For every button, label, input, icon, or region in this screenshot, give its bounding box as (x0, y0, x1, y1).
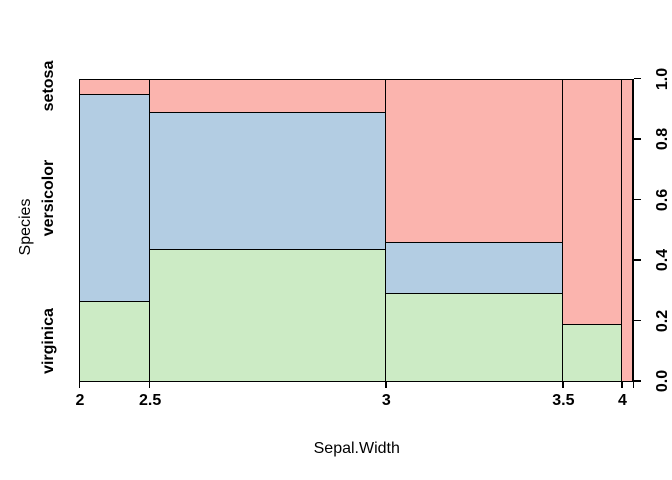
y-tick-label: 0.4 (654, 248, 671, 272)
y-tick (633, 138, 641, 140)
y-tick (633, 259, 641, 261)
x-tick-label: 4 (617, 391, 627, 409)
category-label-virginica: virginica (40, 308, 57, 375)
x-tick (562, 381, 564, 388)
x-tick-label: 3.5 (552, 391, 575, 409)
cell-setosa-bin5 (621, 78, 634, 382)
x-axis-title: Sepal.Width (313, 440, 400, 457)
cell-versicolor-bin2 (149, 111, 387, 250)
y-tick (633, 198, 641, 201)
x-tick (632, 381, 634, 388)
y-axis-title: Species (17, 198, 34, 256)
x-tick-label: 3 (381, 391, 391, 409)
cell-versicolor-bin1 (79, 94, 151, 303)
cell-setosa-bin4 (562, 78, 623, 326)
x-tick (621, 381, 623, 388)
y-tick-label: 1.0 (654, 67, 671, 90)
x-tick (385, 381, 387, 388)
category-label-versicolor: versicolor (40, 159, 57, 237)
x-tick (79, 381, 81, 388)
y-tick-label: 0.6 (654, 188, 671, 211)
cell-setosa-bin1 (79, 78, 151, 96)
x-tick-label: 2 (75, 391, 85, 409)
cell-setosa-bin3 (385, 78, 564, 244)
y-tick (633, 319, 641, 322)
y-tick-label: 0.8 (654, 127, 671, 151)
x-axis-line (79, 381, 634, 383)
x-tick (149, 381, 151, 388)
y-tick-label: 0.0 (654, 369, 671, 393)
cell-virginica-bin4 (562, 324, 623, 382)
cell-virginica-bin2 (149, 248, 387, 382)
cell-virginica-bin3 (385, 292, 564, 382)
y-tick (633, 77, 641, 80)
category-label-setosa: setosa (40, 61, 57, 112)
y-tick-label: 0.2 (654, 309, 671, 332)
cell-setosa-bin2 (149, 78, 387, 113)
cell-virginica-bin1 (79, 301, 151, 382)
cell-versicolor-bin3 (385, 242, 564, 294)
x-tick-label: 2.5 (138, 391, 162, 409)
y-tick (633, 380, 641, 382)
